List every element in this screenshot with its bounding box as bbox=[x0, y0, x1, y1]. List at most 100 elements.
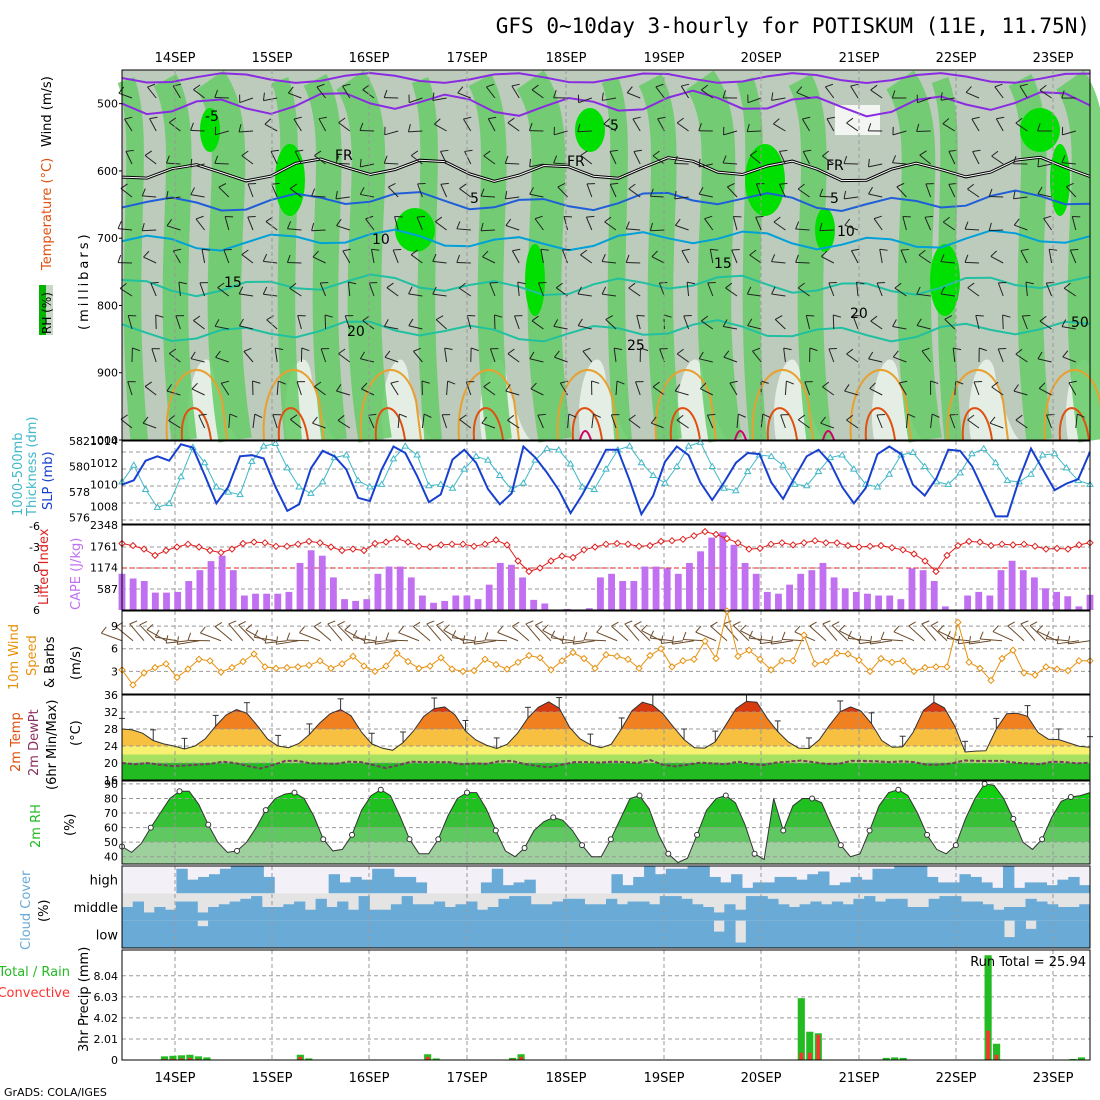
cloud-cell bbox=[633, 876, 645, 894]
cape-bar bbox=[886, 595, 894, 610]
very-hot-contour bbox=[734, 430, 747, 441]
surface-wind-barb bbox=[1020, 623, 1036, 642]
cape-bar bbox=[218, 555, 226, 610]
upper-wind-barb bbox=[1014, 224, 1028, 231]
upper-wind-barb bbox=[948, 151, 956, 165]
upper-wind-barb-flag bbox=[899, 380, 908, 384]
lifted-index-point bbox=[129, 541, 137, 550]
cloud-cell bbox=[659, 920, 672, 948]
surface-wind-barb-flag bbox=[497, 626, 504, 633]
surface-wind-barb-flag bbox=[858, 635, 862, 644]
thickness-point bbox=[318, 477, 327, 485]
thickness-point bbox=[247, 457, 256, 464]
upper-wind-barb-flag bbox=[826, 116, 835, 120]
upper-wind-barb bbox=[725, 287, 738, 297]
cloud-cell bbox=[917, 920, 930, 948]
precip-total-bar bbox=[1077, 1057, 1086, 1060]
surface-wind-barb bbox=[551, 637, 574, 642]
upper-wind-barb-flag bbox=[480, 222, 484, 231]
upper-wind-barb-flag bbox=[846, 117, 854, 124]
upper-wind-barb bbox=[615, 381, 618, 396]
upper-wind-barb bbox=[480, 195, 496, 198]
contour-label: 15 bbox=[224, 275, 242, 291]
upper-wind-barb-flag bbox=[593, 413, 601, 418]
rh-point bbox=[262, 807, 269, 814]
upper-wind-barb bbox=[626, 228, 641, 231]
wind-speed-point bbox=[569, 648, 577, 657]
upper-wind-barb bbox=[801, 118, 811, 132]
cloud-cell bbox=[676, 868, 689, 894]
upper-wind-barb bbox=[228, 414, 231, 429]
rh-moist-band bbox=[411, 76, 442, 441]
precip-convective-bar bbox=[519, 1056, 523, 1060]
upper-wind-barb bbox=[942, 221, 956, 231]
bottom-date-axis: 14SEP 15SEP 16SEP 17SEP 18SEP 19SEP 20SEP 21SEP… bbox=[155, 1071, 1074, 1086]
upper-wind-barb bbox=[997, 348, 1004, 363]
cloud-cell bbox=[745, 920, 758, 948]
upper-wind-barb-flag bbox=[896, 182, 905, 188]
lifted-index-point bbox=[1075, 541, 1083, 549]
lifted-index-point bbox=[569, 553, 577, 562]
rh-dry-patch bbox=[968, 359, 1021, 440]
rh-ytick: 40 bbox=[104, 851, 118, 864]
upper-wind-barb bbox=[701, 320, 714, 330]
cloud-cell bbox=[165, 909, 177, 921]
upper-wind-barb bbox=[747, 130, 762, 133]
surface-wind-barb bbox=[782, 638, 805, 642]
lifted-index-point bbox=[514, 557, 522, 565]
upper-wind-barb-flag bbox=[289, 183, 298, 189]
upper-wind-barb-flag bbox=[674, 218, 681, 226]
upper-wind-barb-flag bbox=[155, 314, 164, 318]
upper-wind-barb bbox=[723, 356, 738, 363]
cloud-cell bbox=[143, 920, 155, 948]
hot-contour bbox=[669, 407, 701, 441]
precip-total-bar bbox=[432, 1058, 440, 1060]
upper-wind-barb bbox=[778, 151, 786, 165]
contour-label: FR bbox=[567, 154, 585, 170]
cloud-cell bbox=[785, 876, 797, 894]
surface-wind-barb bbox=[809, 625, 827, 642]
surface-wind-barb-flag bbox=[451, 630, 457, 638]
upper-wind-barb-flag bbox=[580, 249, 588, 256]
upper-wind-barb bbox=[602, 261, 617, 264]
wind-speed-point bbox=[492, 660, 500, 669]
surface-wind-barb bbox=[525, 623, 541, 642]
wind-speed-point bbox=[580, 654, 588, 663]
upper-wind-barb-flag bbox=[168, 117, 177, 123]
surface-wind-barb bbox=[683, 639, 706, 642]
cloud-cell bbox=[502, 885, 515, 894]
upper-wind-barb-flag bbox=[771, 254, 776, 262]
upper-wind-barb bbox=[151, 348, 157, 363]
precip-label-1: Total / Rain bbox=[0, 965, 70, 980]
surface-wind-barb-flag bbox=[337, 621, 345, 626]
thickness-point bbox=[873, 482, 882, 490]
upper-wind-barb bbox=[384, 325, 399, 330]
cloud-cell bbox=[1014, 920, 1026, 948]
cape-bar bbox=[1042, 588, 1049, 610]
cloud-cell bbox=[519, 896, 532, 921]
upper-wind-barb bbox=[658, 282, 665, 297]
cloud-cell bbox=[796, 879, 808, 894]
wind-speed-point bbox=[426, 662, 434, 670]
rh-ytick: 50 bbox=[104, 836, 118, 849]
precip-total-bar bbox=[882, 1057, 890, 1060]
cape-bar bbox=[419, 595, 426, 610]
cloud-cell bbox=[874, 920, 887, 948]
upper-wind-barb-flag bbox=[1037, 158, 1040, 167]
upper-wind-barb-flag bbox=[390, 380, 399, 384]
upper-wind-barb bbox=[760, 414, 764, 429]
temperature-contour bbox=[121, 273, 1091, 298]
precip-convective-bar bbox=[188, 1057, 192, 1060]
upper-wind-barb bbox=[1037, 193, 1052, 198]
thickness-point bbox=[271, 439, 280, 447]
surface-wind-barb bbox=[200, 632, 222, 642]
upper-wind-barb bbox=[749, 254, 762, 264]
upper-wind-barb-flag bbox=[243, 347, 252, 352]
upper-wind-barb bbox=[900, 249, 907, 264]
surface-wind-barb-flag bbox=[641, 624, 648, 631]
surface-wind-barb-flag bbox=[682, 631, 687, 640]
cloud-cell bbox=[339, 882, 351, 894]
upper-wind-barb-flag bbox=[1015, 348, 1023, 355]
thickness-point bbox=[625, 442, 634, 449]
